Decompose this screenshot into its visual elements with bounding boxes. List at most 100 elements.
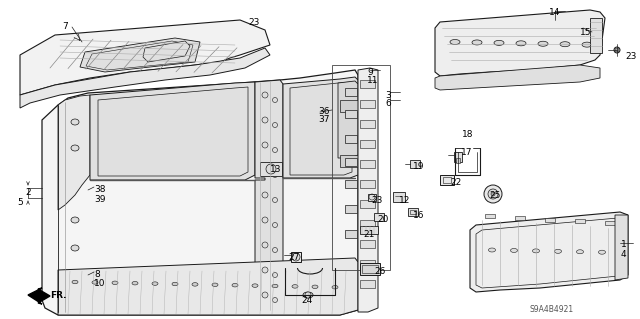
- Bar: [345, 88, 357, 96]
- Text: 24: 24: [301, 296, 312, 305]
- Polygon shape: [615, 215, 628, 280]
- Text: S9A4B4921: S9A4B4921: [530, 305, 574, 314]
- Ellipse shape: [92, 281, 98, 284]
- Text: 36: 36: [318, 107, 330, 116]
- Circle shape: [292, 253, 300, 261]
- Text: 1: 1: [621, 240, 627, 249]
- Bar: [360, 100, 375, 108]
- Bar: [345, 230, 357, 238]
- Text: 6: 6: [385, 99, 391, 108]
- Text: 11: 11: [367, 76, 378, 85]
- Bar: [345, 158, 357, 166]
- Ellipse shape: [71, 145, 79, 151]
- Text: 26: 26: [374, 267, 385, 276]
- Circle shape: [262, 292, 268, 298]
- Text: 2: 2: [25, 188, 31, 197]
- Bar: [545, 218, 555, 222]
- Bar: [345, 205, 357, 213]
- Text: 21: 21: [363, 230, 374, 239]
- Bar: [443, 177, 451, 183]
- Ellipse shape: [272, 284, 278, 288]
- Text: 10: 10: [94, 279, 106, 288]
- Polygon shape: [435, 10, 605, 76]
- Text: 23: 23: [248, 18, 259, 27]
- Bar: [340, 100, 358, 112]
- Polygon shape: [58, 95, 90, 210]
- Ellipse shape: [312, 285, 318, 289]
- Circle shape: [262, 117, 268, 123]
- Text: 16: 16: [413, 211, 424, 220]
- Circle shape: [273, 248, 278, 253]
- Bar: [360, 220, 375, 228]
- Circle shape: [273, 122, 278, 128]
- Polygon shape: [42, 70, 358, 315]
- Ellipse shape: [582, 42, 592, 47]
- Ellipse shape: [71, 217, 79, 223]
- Text: 23: 23: [371, 196, 382, 205]
- Circle shape: [262, 217, 268, 223]
- Circle shape: [273, 173, 278, 177]
- Bar: [260, 162, 282, 176]
- Text: 17: 17: [461, 148, 472, 157]
- Text: 5: 5: [17, 198, 23, 207]
- Ellipse shape: [192, 283, 198, 286]
- Text: 14: 14: [549, 8, 561, 17]
- Polygon shape: [338, 81, 358, 158]
- Circle shape: [262, 192, 268, 198]
- Text: 19: 19: [413, 162, 424, 171]
- Text: 39: 39: [94, 195, 106, 204]
- Ellipse shape: [538, 41, 548, 46]
- Polygon shape: [58, 258, 358, 315]
- Ellipse shape: [560, 42, 570, 47]
- Text: 22: 22: [450, 178, 461, 187]
- Ellipse shape: [132, 281, 138, 285]
- Circle shape: [491, 192, 495, 196]
- Ellipse shape: [494, 41, 504, 45]
- Polygon shape: [283, 77, 358, 178]
- Bar: [360, 240, 375, 248]
- Bar: [360, 260, 375, 268]
- Bar: [362, 265, 378, 273]
- Circle shape: [266, 164, 276, 174]
- Ellipse shape: [554, 249, 561, 253]
- Circle shape: [488, 189, 498, 199]
- Bar: [485, 214, 495, 218]
- Bar: [456, 158, 460, 163]
- Bar: [410, 160, 420, 168]
- Bar: [368, 194, 376, 201]
- Text: 12: 12: [399, 196, 410, 205]
- Text: 4: 4: [621, 250, 627, 259]
- Bar: [360, 200, 375, 208]
- Bar: [345, 110, 357, 118]
- Bar: [605, 221, 615, 225]
- Circle shape: [273, 272, 278, 278]
- Ellipse shape: [212, 283, 218, 286]
- Bar: [360, 140, 375, 148]
- Ellipse shape: [614, 47, 620, 53]
- Text: 15: 15: [580, 28, 591, 37]
- Ellipse shape: [598, 250, 605, 254]
- Ellipse shape: [450, 40, 460, 44]
- Text: 27: 27: [288, 253, 300, 262]
- Ellipse shape: [532, 249, 540, 253]
- Ellipse shape: [71, 245, 79, 251]
- Text: 37: 37: [318, 115, 330, 124]
- Text: 20: 20: [377, 215, 388, 224]
- Bar: [291, 252, 301, 262]
- Polygon shape: [470, 212, 628, 292]
- Circle shape: [273, 298, 278, 302]
- Polygon shape: [20, 20, 270, 95]
- Bar: [590, 18, 602, 53]
- Bar: [440, 175, 454, 185]
- Circle shape: [484, 185, 502, 203]
- Circle shape: [615, 48, 619, 52]
- Bar: [345, 135, 357, 143]
- Bar: [360, 280, 375, 288]
- Bar: [360, 226, 378, 234]
- Circle shape: [273, 222, 278, 227]
- Ellipse shape: [488, 248, 495, 252]
- Ellipse shape: [511, 249, 518, 252]
- Ellipse shape: [172, 282, 178, 286]
- Text: 18: 18: [462, 130, 474, 139]
- Circle shape: [305, 292, 311, 298]
